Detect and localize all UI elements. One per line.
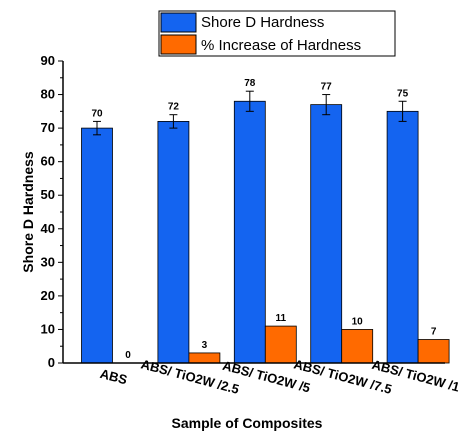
legend-label-shore-d-hardness: Shore D Hardness — [201, 14, 324, 31]
data-label-increase-0: 0 — [125, 350, 131, 361]
data-label-hardness-1: 72 — [168, 102, 180, 113]
data-label-increase-3: 10 — [352, 316, 364, 327]
bar-increase-3 — [341, 329, 374, 364]
y-tick-label-5: 50 — [41, 187, 55, 202]
y-tick-label-4: 40 — [41, 221, 55, 236]
x-axis-title: Sample of Composites — [172, 415, 323, 431]
data-label-increase-1: 3 — [202, 340, 208, 351]
data-label-hardness-3: 77 — [321, 82, 333, 93]
y-tick-label-1: 10 — [41, 321, 55, 336]
bar-hardness-3 — [310, 104, 343, 364]
data-label-increase-2: 11 — [276, 313, 287, 324]
y-axis-title: Shore D Hardness — [20, 151, 36, 273]
y-tick-label-7: 70 — [41, 120, 55, 135]
y-tick-label-2: 20 — [41, 288, 55, 303]
x-tick-label-0: ABS — [98, 366, 129, 388]
legend: Shore D Hardness % Increase of Hardness — [158, 10, 396, 57]
data-label-hardness-4: 75 — [397, 88, 409, 99]
bar-increase-4 — [417, 339, 450, 364]
bar-increase-2 — [264, 325, 297, 364]
y-tick-label-8: 80 — [41, 87, 55, 102]
bar-hardness-4 — [386, 110, 419, 364]
bar-hardness-2 — [233, 100, 266, 364]
bar-increase-1 — [188, 352, 221, 364]
legend-swatch-percent-increase — [160, 34, 197, 55]
legend-label-percent-increase: % Increase of Hardness — [201, 37, 361, 54]
bar-hardness-1 — [157, 121, 190, 364]
data-label-hardness-2: 78 — [244, 78, 256, 89]
data-label-increase-4: 7 — [431, 327, 437, 338]
legend-swatch-shore-d-hardness — [160, 12, 197, 33]
legend-box — [158, 10, 396, 57]
bar-hardness-0 — [81, 127, 113, 364]
data-label-hardness-0: 70 — [91, 108, 103, 119]
y-tick-label-9: 90 — [41, 53, 55, 68]
y-tick-label-3: 30 — [41, 254, 55, 269]
y-tick-label-0: 0 — [48, 355, 55, 370]
y-tick-label-6: 60 — [41, 154, 55, 169]
